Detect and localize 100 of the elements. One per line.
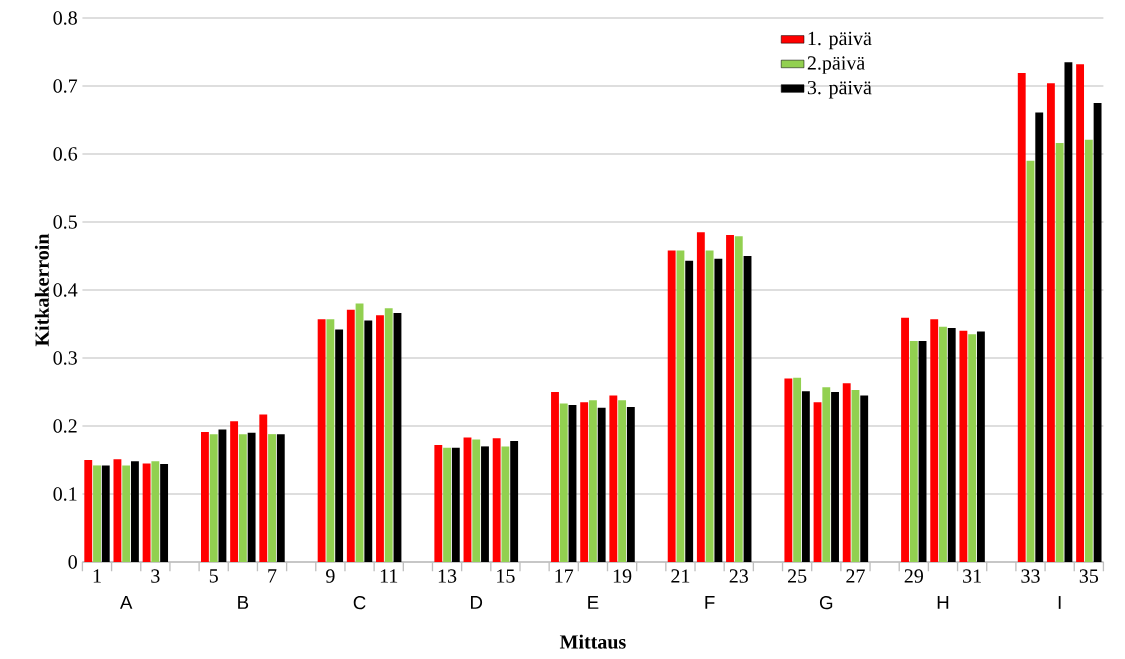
bar bbox=[801, 391, 810, 562]
y-tick-label: 0.7 bbox=[53, 79, 78, 93]
bar bbox=[113, 459, 122, 562]
bar bbox=[376, 315, 384, 562]
bar bbox=[247, 432, 256, 562]
bar bbox=[230, 421, 239, 562]
x-tick-label: 3 bbox=[151, 569, 160, 583]
bar bbox=[259, 414, 268, 562]
text: D bbox=[471, 596, 483, 609]
x-tick-label: 1 bbox=[93, 569, 101, 583]
x-tick-label: 27 bbox=[846, 569, 865, 583]
bar bbox=[93, 465, 101, 562]
x-tick-label: 33 bbox=[1021, 569, 1040, 583]
bar bbox=[559, 403, 568, 562]
bar bbox=[626, 406, 635, 562]
x-tick-label: 25 bbox=[788, 569, 807, 583]
bar bbox=[434, 445, 443, 562]
x-tick-label: 7 bbox=[268, 569, 277, 583]
bar bbox=[268, 434, 276, 562]
legend-label: 2.päivä bbox=[807, 56, 865, 74]
x-tick-label: 17 bbox=[555, 569, 574, 583]
text: F bbox=[705, 596, 715, 609]
bar bbox=[276, 434, 285, 562]
text: H bbox=[937, 596, 949, 609]
bar bbox=[130, 461, 139, 562]
bar bbox=[481, 446, 489, 562]
legend-label: 3. päivä bbox=[807, 80, 872, 99]
bar bbox=[609, 395, 618, 562]
x-tick-label: 19 bbox=[613, 569, 632, 583]
bar bbox=[346, 309, 355, 562]
x-tick-label: 35 bbox=[1079, 569, 1099, 583]
x-tick-label: 15 bbox=[497, 569, 515, 583]
bar bbox=[842, 383, 851, 562]
bar bbox=[588, 400, 597, 562]
bar bbox=[930, 319, 939, 562]
x-tick-label: 9 bbox=[326, 569, 335, 583]
x-tick-label: 11 bbox=[380, 569, 398, 583]
bar bbox=[909, 340, 918, 562]
x-tick-label: 31 bbox=[963, 569, 981, 583]
bar bbox=[947, 328, 956, 562]
text: A bbox=[119, 596, 133, 609]
y-tick-label: 0.2 bbox=[53, 419, 77, 433]
bar bbox=[597, 407, 606, 562]
legend-label: 1. päivä bbox=[808, 31, 872, 50]
bar bbox=[1046, 83, 1055, 562]
bar bbox=[551, 391, 559, 562]
bar bbox=[384, 308, 393, 562]
bar bbox=[618, 400, 627, 562]
x-tick-label: 29 bbox=[904, 569, 923, 583]
bar bbox=[685, 260, 694, 562]
bar bbox=[451, 447, 460, 562]
bar bbox=[160, 464, 169, 562]
bar bbox=[667, 250, 676, 562]
text: C bbox=[353, 596, 366, 610]
y-tick-label: 0.1 bbox=[53, 487, 77, 501]
bar bbox=[1035, 112, 1044, 562]
bar bbox=[734, 236, 743, 562]
y-tick-label: 0.3 bbox=[53, 351, 77, 365]
bar bbox=[976, 331, 985, 562]
bar bbox=[1093, 102, 1102, 562]
x-axis-title: Mittaus bbox=[559, 634, 626, 649]
bar bbox=[510, 440, 519, 562]
y-tick-label: 0.6 bbox=[53, 147, 78, 161]
bar bbox=[580, 402, 589, 562]
bar bbox=[822, 387, 831, 562]
y-tick-label: 0 bbox=[68, 555, 77, 569]
bar bbox=[793, 377, 802, 562]
bar bbox=[492, 438, 501, 562]
bar bbox=[784, 378, 793, 562]
bar bbox=[101, 465, 110, 562]
bar bbox=[696, 232, 705, 562]
bar bbox=[201, 432, 209, 562]
bar bbox=[1055, 143, 1064, 562]
bar bbox=[1076, 64, 1085, 562]
bar bbox=[238, 434, 247, 562]
x-tick-label: 5 bbox=[209, 569, 218, 583]
bar bbox=[209, 434, 218, 562]
bar bbox=[714, 258, 723, 562]
bar bbox=[443, 447, 451, 562]
bar bbox=[84, 459, 93, 562]
text: E bbox=[588, 596, 599, 609]
bar bbox=[335, 329, 344, 562]
bar bbox=[122, 465, 131, 562]
bar bbox=[676, 250, 685, 562]
text: G bbox=[819, 596, 833, 610]
bar bbox=[726, 234, 734, 562]
bar bbox=[501, 446, 510, 562]
text: I bbox=[1058, 596, 1061, 609]
bar bbox=[364, 320, 373, 562]
x-tick-label: 21 bbox=[671, 569, 690, 583]
bar bbox=[901, 317, 909, 562]
bar bbox=[705, 250, 714, 562]
bar bbox=[1064, 62, 1073, 562]
text: B bbox=[238, 596, 249, 609]
bar bbox=[959, 330, 968, 562]
bar bbox=[472, 439, 481, 562]
bar bbox=[142, 463, 151, 562]
x-tick-label: 13 bbox=[438, 569, 457, 583]
bar bbox=[831, 391, 839, 562]
x-tick-label: 23 bbox=[729, 569, 748, 583]
